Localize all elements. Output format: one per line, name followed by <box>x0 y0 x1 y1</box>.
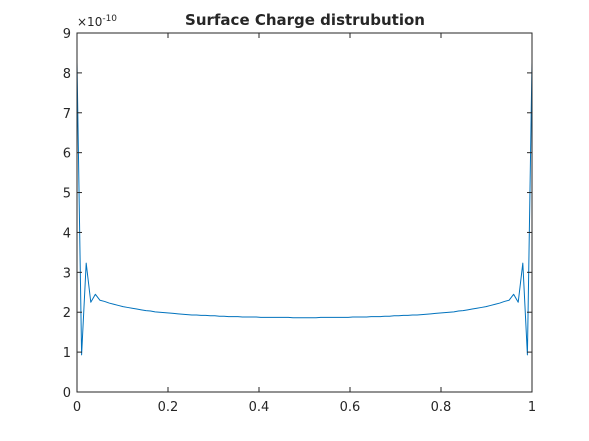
y-tick-label: 2 <box>63 306 71 321</box>
series-line <box>76 62 533 356</box>
axes-box <box>76 32 533 393</box>
plot-area <box>76 62 533 356</box>
x-tick-label: 0 <box>73 400 81 415</box>
x-tick-label: 1 <box>528 400 536 415</box>
x-tick-label: 0.6 <box>340 400 361 415</box>
y-tick-label: 5 <box>63 187 71 202</box>
x-tick-label: 0.4 <box>249 400 270 415</box>
y-tick-label: 3 <box>63 266 71 281</box>
axis-ticks: 0 0.2 0.4 0.6 0.8 1 0 1 2 3 4 5 6 7 8 9 <box>63 27 536 415</box>
y-axis-multiplier: ×10-10 <box>77 14 117 29</box>
y-tick-label: 8 <box>63 67 71 82</box>
y-axis-multiplier-exponent: -10 <box>102 14 117 24</box>
y-tick-label: 1 <box>63 346 71 361</box>
y-tick-label: 4 <box>63 226 71 241</box>
y-tick-label: 6 <box>63 147 71 162</box>
y-tick-label: 0 <box>63 386 71 401</box>
x-tick-label: 0.2 <box>158 400 179 415</box>
y-tick-label: 9 <box>63 27 71 42</box>
x-tick-label: 0.8 <box>431 400 452 415</box>
chart-title: Surface Charge distrubution <box>185 11 425 29</box>
y-tick-label: 7 <box>63 107 71 122</box>
